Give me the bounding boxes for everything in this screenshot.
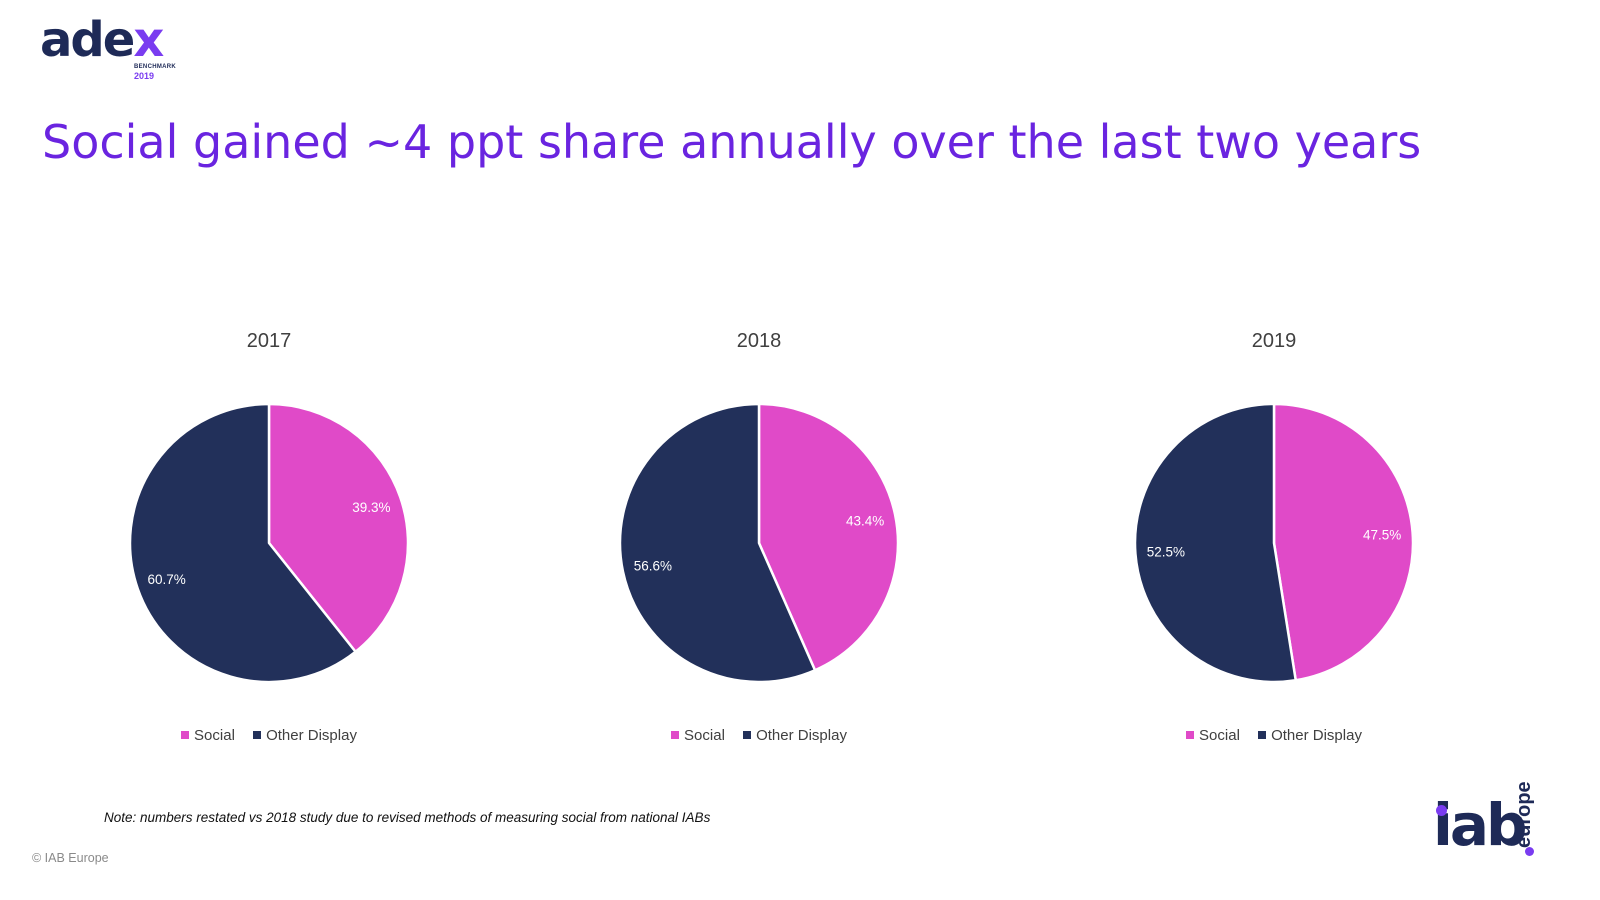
pie-slice-social <box>757 402 900 672</box>
pie-slice-other-display <box>128 402 357 684</box>
legend-label-social: Social <box>194 727 235 744</box>
iab-europe-logo: iab europe <box>1425 762 1555 862</box>
data-label-social: 39.3% <box>352 500 390 515</box>
adex-logo-subtitle: BENCHMARK <box>134 64 177 70</box>
iab-logo-europe-dot-icon <box>1525 847 1534 856</box>
legend-label-social: Social <box>684 727 725 744</box>
pie-slice-other-display <box>618 402 817 684</box>
chart-title: 2017 <box>246 330 292 352</box>
chart-title: 2019 <box>1251 330 1297 352</box>
pie-svg: 47.5% 52.5% <box>1133 402 1415 684</box>
adex-logo-wordmark: adex <box>40 10 164 70</box>
legend-swatch-other-display <box>743 731 752 739</box>
legend-label-other-display: Other Display <box>756 727 847 744</box>
pie-svg: 43.4% 56.6% <box>618 402 900 684</box>
pie-slice-social <box>267 402 410 654</box>
legend-swatch-other-display <box>253 731 262 739</box>
iab-logo-dot-icon <box>1436 805 1447 816</box>
adex-logo-year: 2019 <box>134 71 155 81</box>
legend-label-social: Social <box>1199 727 1240 744</box>
legend-label-other-display: Other Display <box>1271 727 1362 744</box>
adex-logo: adex BENCHMARK 2019 <box>40 10 180 81</box>
legend-item-other-display: Other Display <box>253 727 357 744</box>
legend-item-other-display: Other Display <box>743 727 847 744</box>
chart-legend: Social Other Display <box>549 727 969 744</box>
chart-legend: Social Other Display <box>1064 727 1484 744</box>
legend-label-other-display: Other Display <box>266 727 357 744</box>
legend-item-social: Social <box>671 727 725 744</box>
pie-chart-2018: 2018 43.4% 56.6% Social Other Display <box>549 325 969 765</box>
chart-legend: Social Other Display <box>59 727 479 744</box>
data-label-other-display: 60.7% <box>148 572 186 587</box>
adex-logo-main: ade <box>40 12 135 68</box>
data-label-other-display: 52.5% <box>1147 545 1185 560</box>
legend-item-social: Social <box>1186 727 1240 744</box>
legend-swatch-other-display <box>1258 731 1267 739</box>
legend-swatch-social <box>181 731 190 739</box>
legend-item-social: Social <box>181 727 235 744</box>
pie-chart-2019: 2019 47.5% 52.5% Social Other Display <box>1064 325 1484 765</box>
legend-swatch-social <box>1186 731 1195 739</box>
data-label-other-display: 56.6% <box>634 558 672 573</box>
pie-svg: 39.3% 60.7% <box>128 402 410 684</box>
adex-logo-x: x <box>133 12 164 68</box>
pie-slice-social <box>1272 402 1415 682</box>
page-title: Social gained ~4 ppt share annually over… <box>42 115 1422 169</box>
pie-chart-2017: 2017 39.3% 60.7% Social Other Display <box>59 325 479 765</box>
copyright-text: © IAB Europe <box>32 851 109 865</box>
data-label-social: 47.5% <box>1363 527 1401 542</box>
pie-slice-other-display <box>1133 402 1297 684</box>
iab-logo-europe: europe <box>1513 781 1535 848</box>
chart-title: 2018 <box>736 330 782 352</box>
iab-logo-wordmark: iab <box>1433 791 1528 859</box>
legend-swatch-social <box>671 731 680 739</box>
footnote: Note: numbers restated vs 2018 study due… <box>104 810 711 825</box>
legend-item-other-display: Other Display <box>1258 727 1362 744</box>
data-label-social: 43.4% <box>846 514 884 529</box>
